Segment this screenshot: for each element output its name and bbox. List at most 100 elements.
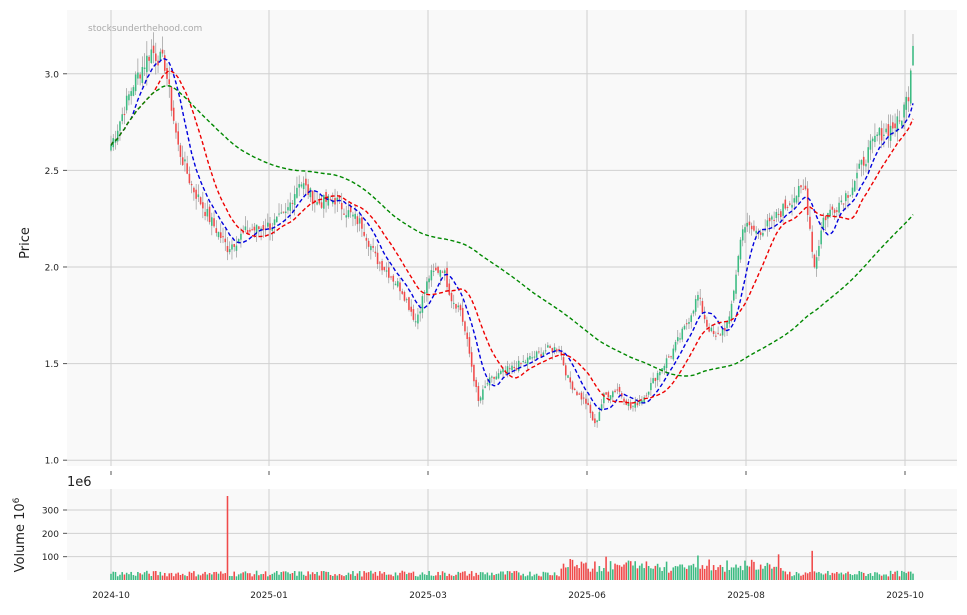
candle-body	[802, 188, 805, 190]
candle-body	[685, 323, 688, 325]
candle-body	[267, 222, 269, 227]
volume-bar	[898, 576, 901, 580]
volume-bar	[786, 574, 789, 580]
candle-body	[437, 266, 439, 273]
candle-body	[228, 249, 231, 253]
volume-bar	[829, 575, 831, 580]
volume-bar	[585, 562, 587, 580]
candle-body	[130, 91, 132, 96]
volume-bar	[883, 574, 885, 580]
candle-body	[302, 183, 305, 190]
candle-body	[520, 363, 522, 365]
volume-bar	[869, 573, 872, 580]
candle-body	[271, 227, 274, 231]
volume-bar	[240, 573, 242, 580]
candle-body	[715, 335, 717, 337]
candle-body	[468, 337, 471, 354]
volume-bar	[255, 570, 258, 580]
candle-body	[450, 293, 453, 302]
volume-bar	[233, 571, 235, 580]
moving-average-line-100	[110, 85, 914, 377]
candle-body	[336, 197, 339, 202]
volume-bar	[311, 572, 314, 580]
candle-body	[645, 395, 648, 397]
candle-body	[735, 274, 737, 294]
volume-bar	[665, 561, 668, 580]
volume-bar	[211, 574, 213, 580]
candle-body	[237, 239, 240, 244]
candle-body	[116, 130, 119, 142]
candle-body	[865, 163, 867, 167]
volume-bar	[502, 571, 504, 580]
volume-bar	[735, 564, 737, 580]
candle-body	[477, 386, 480, 402]
volume-bar	[112, 571, 115, 580]
volume-bar	[562, 563, 565, 580]
volume-bar	[668, 572, 670, 580]
candle-body	[349, 205, 352, 213]
candle-body	[204, 211, 206, 217]
volume-bar	[578, 568, 580, 580]
candle-body	[688, 322, 690, 324]
candle-body	[506, 366, 509, 373]
volume-bar	[775, 566, 778, 580]
candle-body	[585, 398, 587, 404]
candle-body	[717, 332, 719, 334]
candle-body	[224, 238, 227, 243]
volume-bar	[853, 574, 856, 580]
volume-bar	[587, 568, 589, 580]
volume-bar	[549, 575, 551, 580]
candle-body	[871, 138, 874, 142]
volume-bar	[694, 567, 697, 580]
candle-body	[175, 123, 177, 133]
candle-body	[892, 122, 894, 129]
candle-body	[515, 368, 518, 370]
volume-bar	[708, 559, 710, 580]
candle-body	[670, 356, 672, 358]
candle-body	[587, 402, 589, 406]
volume-bar	[208, 573, 211, 580]
candle-body	[524, 361, 527, 363]
candle-body	[721, 328, 724, 336]
volume-bar	[435, 575, 437, 580]
volume-bar	[764, 565, 766, 580]
volume-bar	[316, 571, 318, 580]
candle-body	[797, 185, 800, 198]
candle-body	[323, 195, 325, 209]
volume-bar	[244, 571, 247, 580]
volume-bar	[385, 574, 388, 580]
candle-body	[338, 196, 341, 199]
volume-bar	[325, 571, 327, 580]
candle-body	[853, 180, 856, 192]
candle-body	[773, 219, 775, 221]
volume-bar	[766, 562, 769, 580]
volume-bar	[163, 572, 166, 580]
candle-body	[502, 368, 504, 373]
candle-body	[166, 68, 168, 79]
volume-bar	[228, 575, 231, 580]
volume-bar	[892, 573, 894, 580]
volume-bar	[654, 565, 657, 580]
volume-bar	[634, 561, 636, 580]
candle-body	[340, 202, 343, 210]
volume-bar	[706, 565, 708, 580]
candle-body	[571, 381, 574, 390]
volume-bar	[885, 574, 887, 580]
volume-bar	[793, 575, 796, 580]
volume-bar	[491, 572, 493, 580]
candle-body	[544, 350, 547, 352]
candle-body	[598, 412, 601, 421]
candle-body	[307, 184, 309, 195]
volume-bar	[399, 572, 401, 580]
volume-bar	[836, 571, 838, 580]
candle-body	[121, 114, 123, 122]
volume-bar	[464, 571, 466, 580]
candlesticks	[110, 32, 914, 428]
candle-body	[724, 327, 726, 331]
volume-bar	[345, 575, 348, 580]
volume-bar	[596, 571, 598, 580]
volume-bar	[773, 566, 775, 580]
candle-body	[365, 237, 368, 241]
candle-body	[291, 202, 294, 204]
